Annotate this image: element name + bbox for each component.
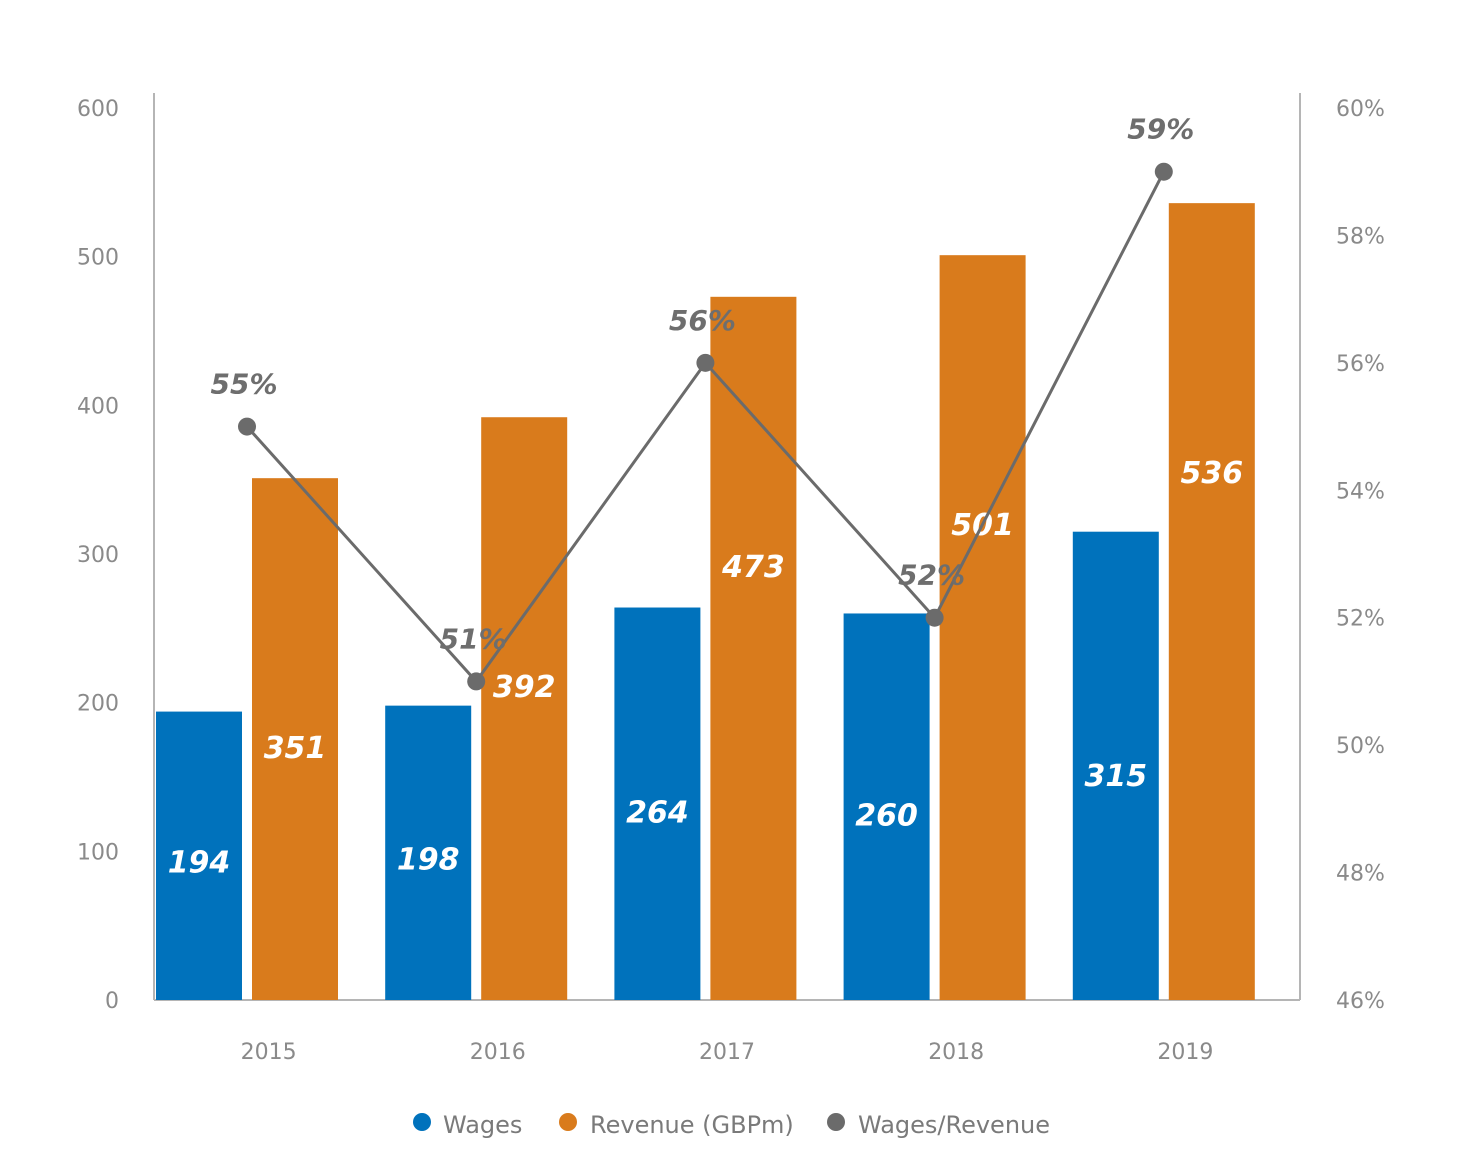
revenue-bar: [1168, 203, 1255, 1000]
left-tick-label: 0: [105, 989, 119, 1014]
x-tick-label: 2017: [699, 1040, 755, 1065]
legend-marker: [827, 1113, 845, 1131]
wages-value-label: 264: [626, 796, 689, 831]
right-tick-label: 50%: [1336, 734, 1385, 759]
ratio-point: [238, 417, 256, 436]
wages-bar: [843, 613, 930, 1000]
revenue-bar: [939, 255, 1026, 1000]
left-tick-label: 400: [77, 394, 119, 419]
ratio-line-path: [245, 171, 1166, 684]
right-axis-ticks: 46% 48% 50% 52% 54% 56% 58% 60%: [1336, 97, 1385, 1014]
ratio-value-label: 59%: [1127, 113, 1194, 146]
left-tick-label: 300: [77, 543, 119, 568]
ratio-point: [696, 353, 715, 372]
revenue-value-label: 351: [264, 731, 327, 766]
ratio-value-label: 55%: [210, 368, 277, 401]
ratio-point: [467, 672, 486, 691]
wages-value-label: 260: [855, 798, 918, 833]
right-tick-label: 54%: [1336, 479, 1385, 504]
legend-label: Wages/Revenue: [858, 1111, 1050, 1139]
right-tick-label: 46%: [1336, 989, 1385, 1014]
wages-bar: [1072, 531, 1159, 1000]
ratio-value-label: 56%: [669, 304, 736, 337]
wages-bar: [385, 705, 472, 1000]
ratio-line: 55% 51% 56% 52% 59%: [210, 113, 1194, 691]
ratio-point: [925, 608, 944, 627]
x-axis-ticks: 2015 2016 2017 2018 2019: [241, 1040, 1214, 1065]
x-tick-label: 2015: [241, 1040, 297, 1065]
revenue-bar: [252, 478, 338, 1000]
legend: Wages Revenue (GBPm) Wages/Revenue: [413, 1111, 1050, 1139]
x-tick-label: 2016: [470, 1040, 526, 1065]
legend-marker: [413, 1113, 431, 1131]
wages-bar: [614, 607, 701, 1000]
wages-bar: [156, 711, 242, 1000]
left-tick-label: 500: [77, 246, 119, 271]
revenue-value-label: 536: [1180, 456, 1243, 491]
x-tick-label: 2018: [928, 1040, 984, 1065]
x-tick-label: 2019: [1157, 1040, 1213, 1065]
ratio-value-label: 52%: [898, 559, 965, 592]
left-axis-ticks: 0 100 200 300 400 500 600: [77, 97, 119, 1014]
wages-value-label: 198: [397, 843, 460, 878]
revenue-value-label: 473: [721, 550, 785, 585]
revenue-bar: [710, 296, 797, 1001]
revenue-value-label: 392: [493, 670, 556, 705]
left-tick-label: 200: [77, 692, 119, 717]
wages-value-label: 315: [1084, 759, 1147, 794]
left-tick-label: 100: [77, 840, 119, 865]
right-tick-label: 48%: [1336, 862, 1385, 887]
legend-label: Revenue (GBPm): [590, 1111, 794, 1139]
left-tick-label: 600: [77, 97, 119, 122]
right-tick-label: 52%: [1336, 607, 1385, 632]
legend-label: Wages: [443, 1111, 522, 1139]
legend-marker: [559, 1113, 577, 1131]
wages-value-label: 194: [168, 846, 231, 881]
right-tick-label: 56%: [1336, 352, 1385, 377]
right-tick-label: 58%: [1336, 224, 1385, 249]
ratio-point: [1154, 162, 1173, 181]
ratio-value-label: 51%: [440, 622, 507, 655]
right-tick-label: 60%: [1336, 97, 1385, 122]
revenue-bar: [481, 417, 568, 1000]
